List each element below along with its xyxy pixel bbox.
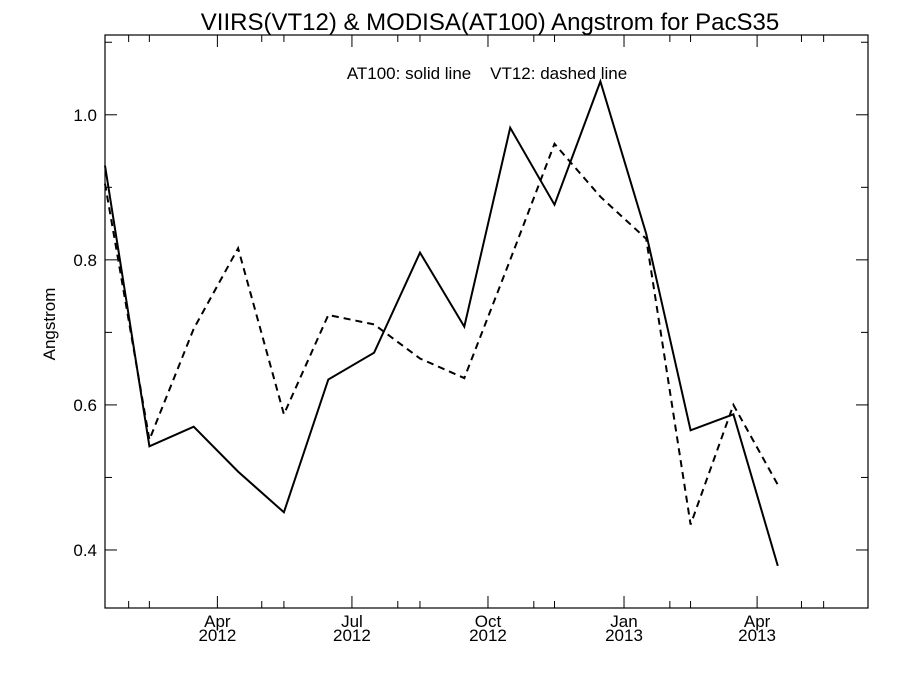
x-tick-label-month: Oct (475, 612, 502, 631)
axis-ticks (105, 35, 868, 608)
y-tick-label: 0.8 (73, 251, 97, 270)
x-tick-label-month: Jan (610, 612, 637, 631)
x-tick-label-year: 2013 (738, 626, 776, 645)
x-tick-label-month: Jul (341, 612, 363, 631)
series-lines (104, 78, 779, 567)
x-tick-label-year: 2012 (333, 626, 371, 645)
x-tick-label-year: 2012 (198, 626, 236, 645)
y-axis-label: Angstrom (40, 288, 59, 361)
x-tick-label-month: Apr (204, 612, 231, 631)
y-tick-label: 0.6 (73, 396, 97, 415)
y-tick-label: 0.4 (73, 541, 97, 560)
series-line-vt12 (104, 141, 779, 525)
legend-annotation: AT100: solid line VT12: dashed line (347, 64, 627, 83)
y-tick-label: 1.0 (73, 106, 97, 125)
x-tick-label-year: 2012 (469, 626, 507, 645)
plot-area-frame (104, 34, 869, 609)
chart-title: VIIRS(VT12) & MODISA(AT100) Angstrom for… (201, 9, 779, 36)
x-tick-label-month: Apr (744, 612, 771, 631)
series-line-at100 (104, 78, 779, 567)
axis-tick-labels: 0.40.60.81.0Apr2012Jul2012Oct2012Jan2013… (73, 106, 776, 645)
x-tick-label-year: 2013 (605, 626, 643, 645)
